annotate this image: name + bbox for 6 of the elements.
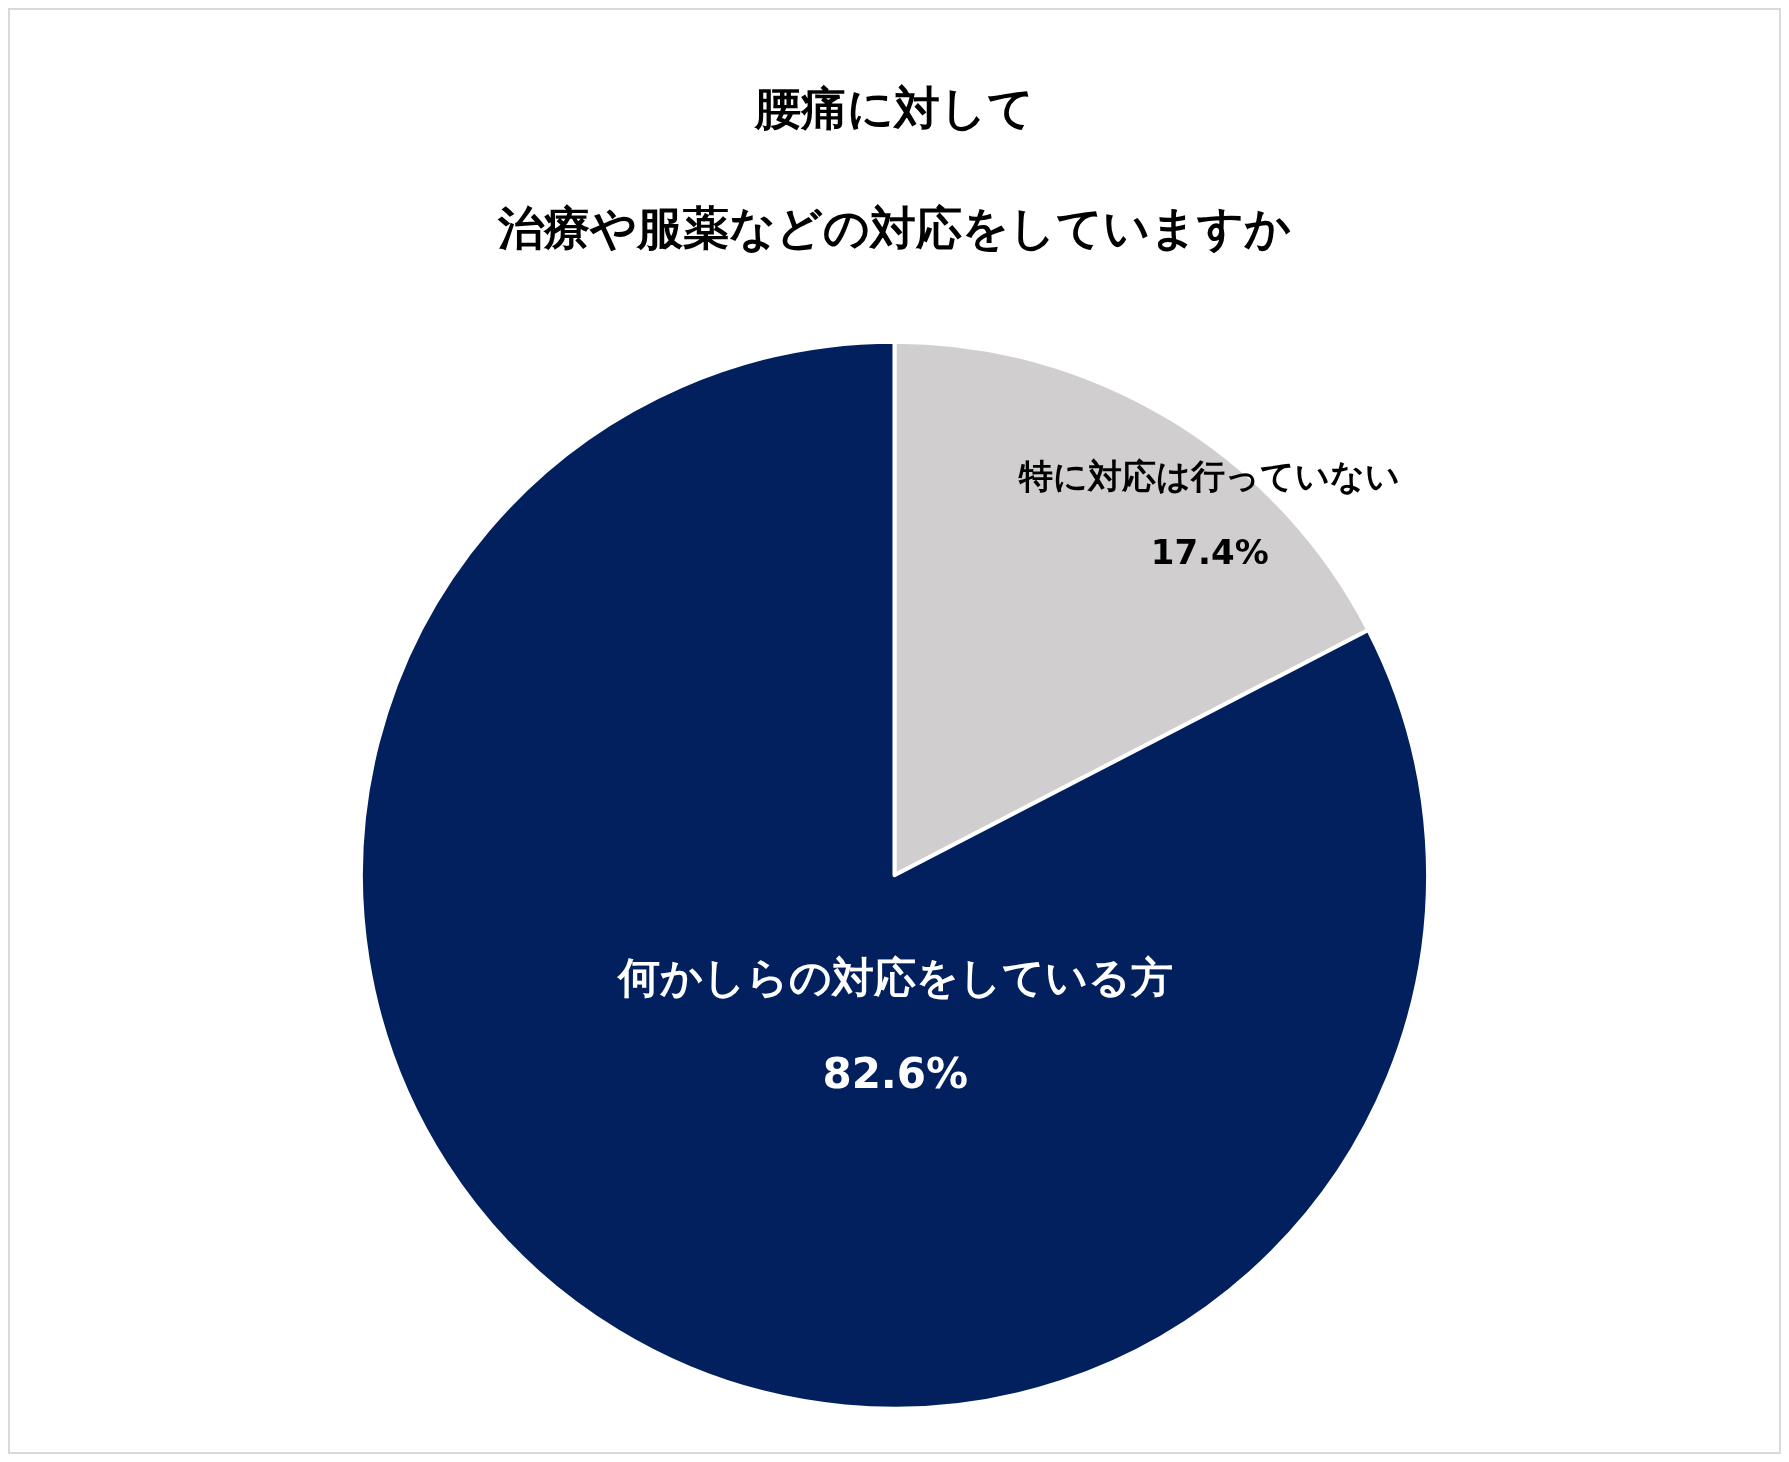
- slice-label: 特に対応は行っていない: [1018, 455, 1401, 496]
- slice-label: 何かしらの対応をしている方: [615, 953, 1173, 1003]
- data-label: 82.6%: [822, 1049, 969, 1099]
- data-label: 17.4%: [1150, 531, 1269, 572]
- chart-title: 腰痛に対して: [754, 81, 1034, 135]
- chart-subtitle: 治療や服薬などの対応をしていますか: [497, 201, 1291, 255]
